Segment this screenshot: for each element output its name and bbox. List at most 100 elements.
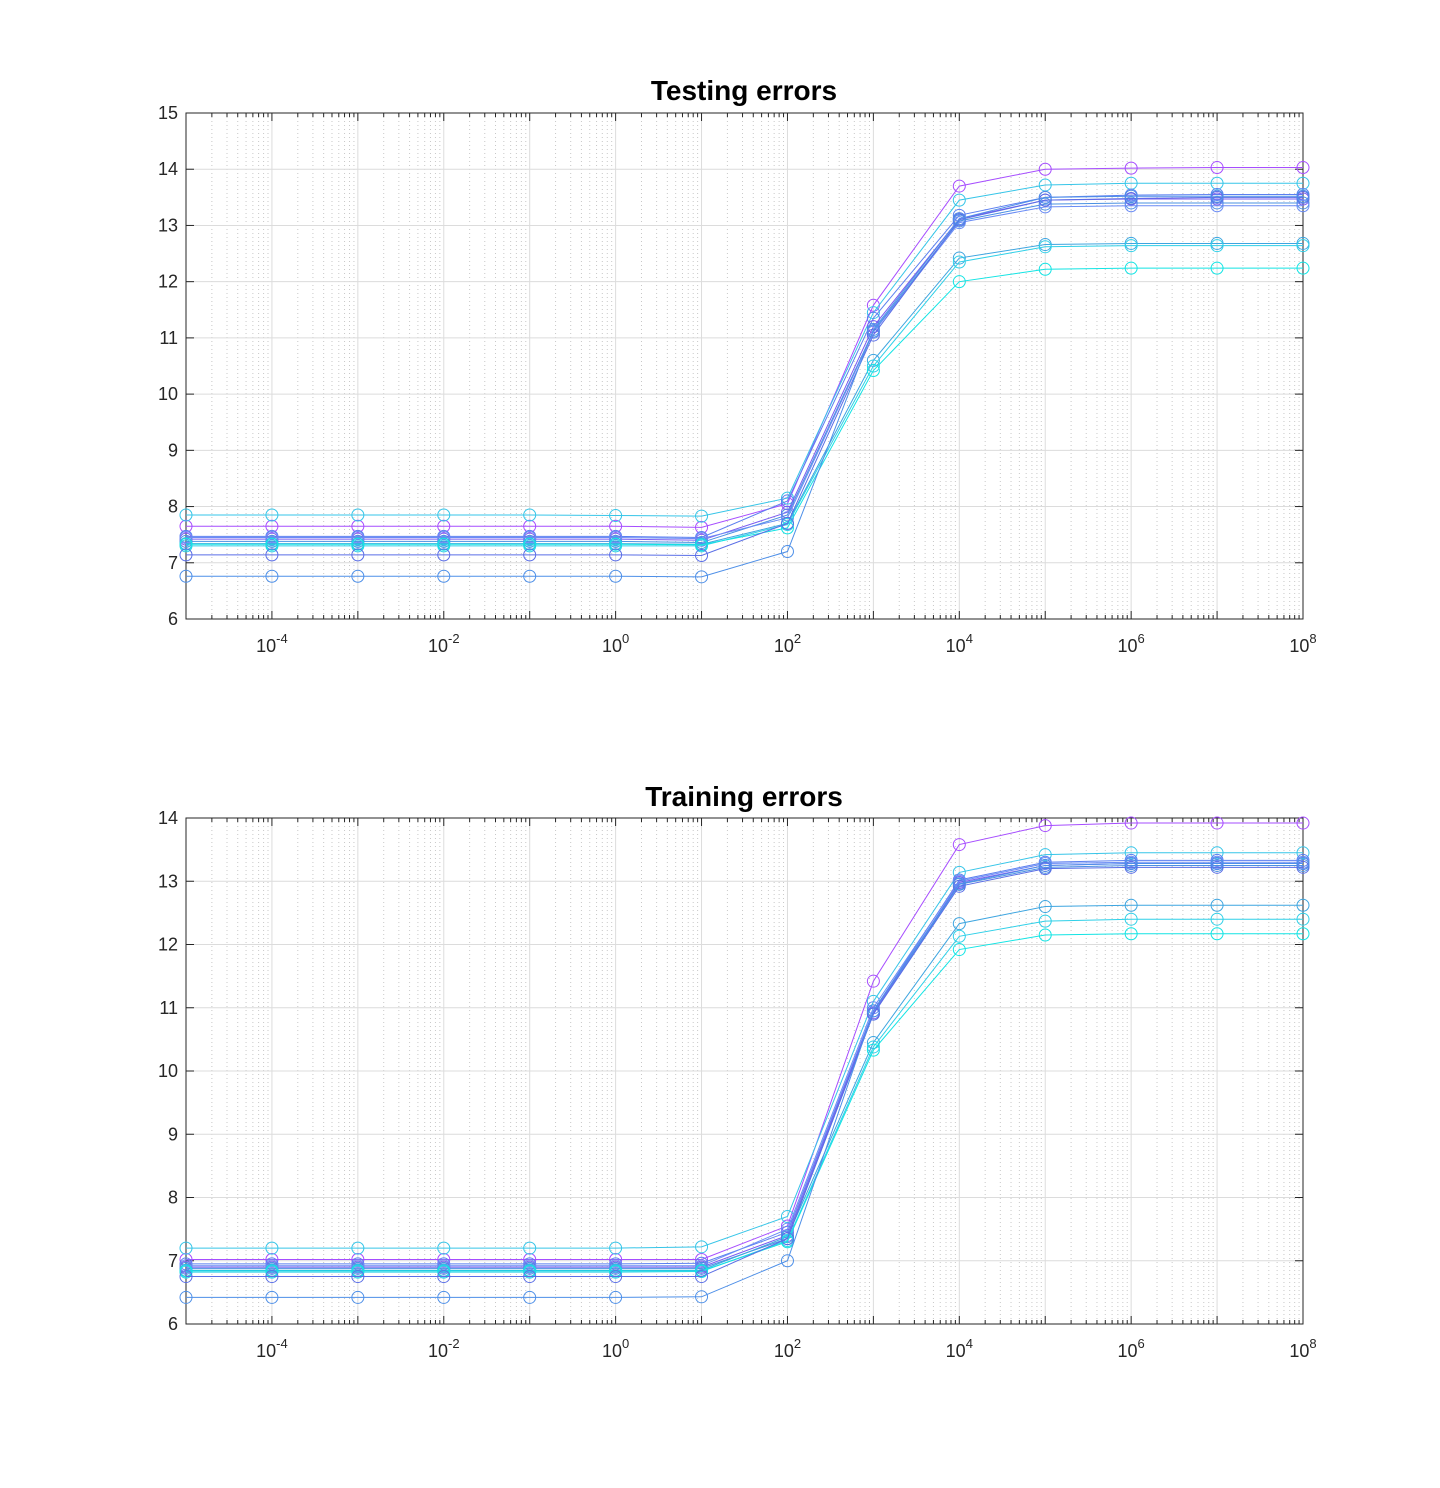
data-point: [866, 1043, 880, 1057]
axes-box: [185, 112, 1304, 620]
data-point: [1296, 176, 1310, 190]
data-point: [609, 1270, 623, 1284]
data-point: [609, 548, 623, 562]
x-tick-exponent: -4: [276, 631, 288, 646]
x-tick-label: 104: [946, 1336, 973, 1361]
data-point: [1038, 928, 1052, 942]
data-point: [1038, 858, 1052, 872]
data-point: [523, 537, 537, 551]
data-point: [1296, 189, 1310, 203]
data-point: [1038, 819, 1052, 833]
data-point: [1210, 189, 1224, 203]
series-line: [186, 866, 1303, 1278]
data-point: [1124, 857, 1138, 871]
x-tick-exponent: 4: [966, 1336, 973, 1351]
data-point: [1124, 816, 1138, 830]
series-line: [186, 861, 1303, 1267]
data-point: [695, 570, 709, 584]
data-point: [179, 1241, 193, 1255]
data-point: [952, 838, 966, 852]
series-1: [179, 846, 1310, 1255]
data-point: [1210, 912, 1224, 926]
data-point: [952, 193, 966, 207]
data-point: [437, 569, 451, 583]
data-point: [952, 879, 966, 893]
x-tick-exponent: -2: [448, 631, 460, 646]
data-point: [866, 363, 880, 377]
data-point: [1210, 199, 1224, 213]
y-tick-label: 13: [158, 871, 178, 891]
series-line: [186, 167, 1303, 528]
data-point: [1296, 927, 1310, 941]
data-point: [1210, 239, 1224, 253]
series-8: [179, 261, 1310, 552]
x-tick-label: 108: [1289, 631, 1316, 656]
data-point: [1296, 860, 1310, 874]
data-point: [1124, 912, 1138, 926]
series-9: [179, 190, 1310, 562]
data-point: [952, 874, 966, 888]
y-tick-label: 7: [168, 553, 178, 573]
x-tick-base: 10: [602, 1341, 622, 1361]
data-point: [1124, 161, 1138, 175]
data-point: [1210, 927, 1224, 941]
x-tick-base: 10: [428, 1341, 448, 1361]
series-8: [179, 927, 1310, 1278]
x-tick-label: 108: [1289, 1336, 1316, 1361]
x-tick-label: 106: [1118, 631, 1145, 656]
data-point: [265, 1290, 279, 1304]
x-tick-exponent: 0: [622, 631, 629, 646]
x-tick-label: 10-2: [428, 631, 460, 656]
series-line: [186, 822, 1303, 1260]
data-point: [265, 508, 279, 522]
data-point: [523, 1270, 537, 1284]
grid: [186, 818, 1303, 1324]
x-tick-base: 10: [774, 636, 794, 656]
data-point: [351, 508, 365, 522]
series-9: [179, 860, 1310, 1284]
x-tick-label: 10-4: [256, 1336, 288, 1361]
series-line: [186, 195, 1303, 578]
x-tick-label: 106: [1118, 1336, 1145, 1361]
data-point: [437, 1290, 451, 1304]
x-tick-base: 10: [946, 1341, 966, 1361]
data-point: [179, 537, 193, 551]
data-point: [1038, 197, 1052, 211]
data-point: [351, 1241, 365, 1255]
data-point: [1124, 199, 1138, 213]
y-tick-label: 10: [158, 1061, 178, 1081]
series-1: [179, 176, 1310, 523]
data-point: [1124, 846, 1138, 860]
data-point: [695, 1290, 709, 1304]
data-point: [523, 1290, 537, 1304]
data-point: [952, 917, 966, 931]
data-point: [523, 1241, 537, 1255]
x-tick-base: 10: [256, 1341, 276, 1361]
data-point: [351, 548, 365, 562]
x-tick-base: 10: [602, 636, 622, 656]
data-point: [952, 877, 966, 891]
data-point: [1124, 898, 1138, 912]
data-point: [866, 322, 880, 336]
data-point: [523, 548, 537, 562]
y-tick-label: 12: [158, 935, 178, 955]
data-point: [1038, 862, 1052, 876]
data-point: [1038, 200, 1052, 214]
data-point: [265, 537, 279, 551]
data-point: [179, 508, 193, 522]
data-point: [437, 548, 451, 562]
series-line: [186, 182, 1303, 517]
data-point: [780, 1254, 794, 1268]
x-tick-exponent: -4: [276, 1336, 288, 1351]
y-tick-label: 9: [168, 1124, 178, 1144]
data-point: [437, 519, 451, 533]
x-tick-exponent: 2: [794, 631, 801, 646]
data-point: [523, 569, 537, 583]
data-point: [1038, 193, 1052, 207]
data-point: [866, 359, 880, 373]
series-line: [186, 196, 1303, 556]
data-point: [780, 494, 794, 508]
data-point: [1296, 857, 1310, 871]
